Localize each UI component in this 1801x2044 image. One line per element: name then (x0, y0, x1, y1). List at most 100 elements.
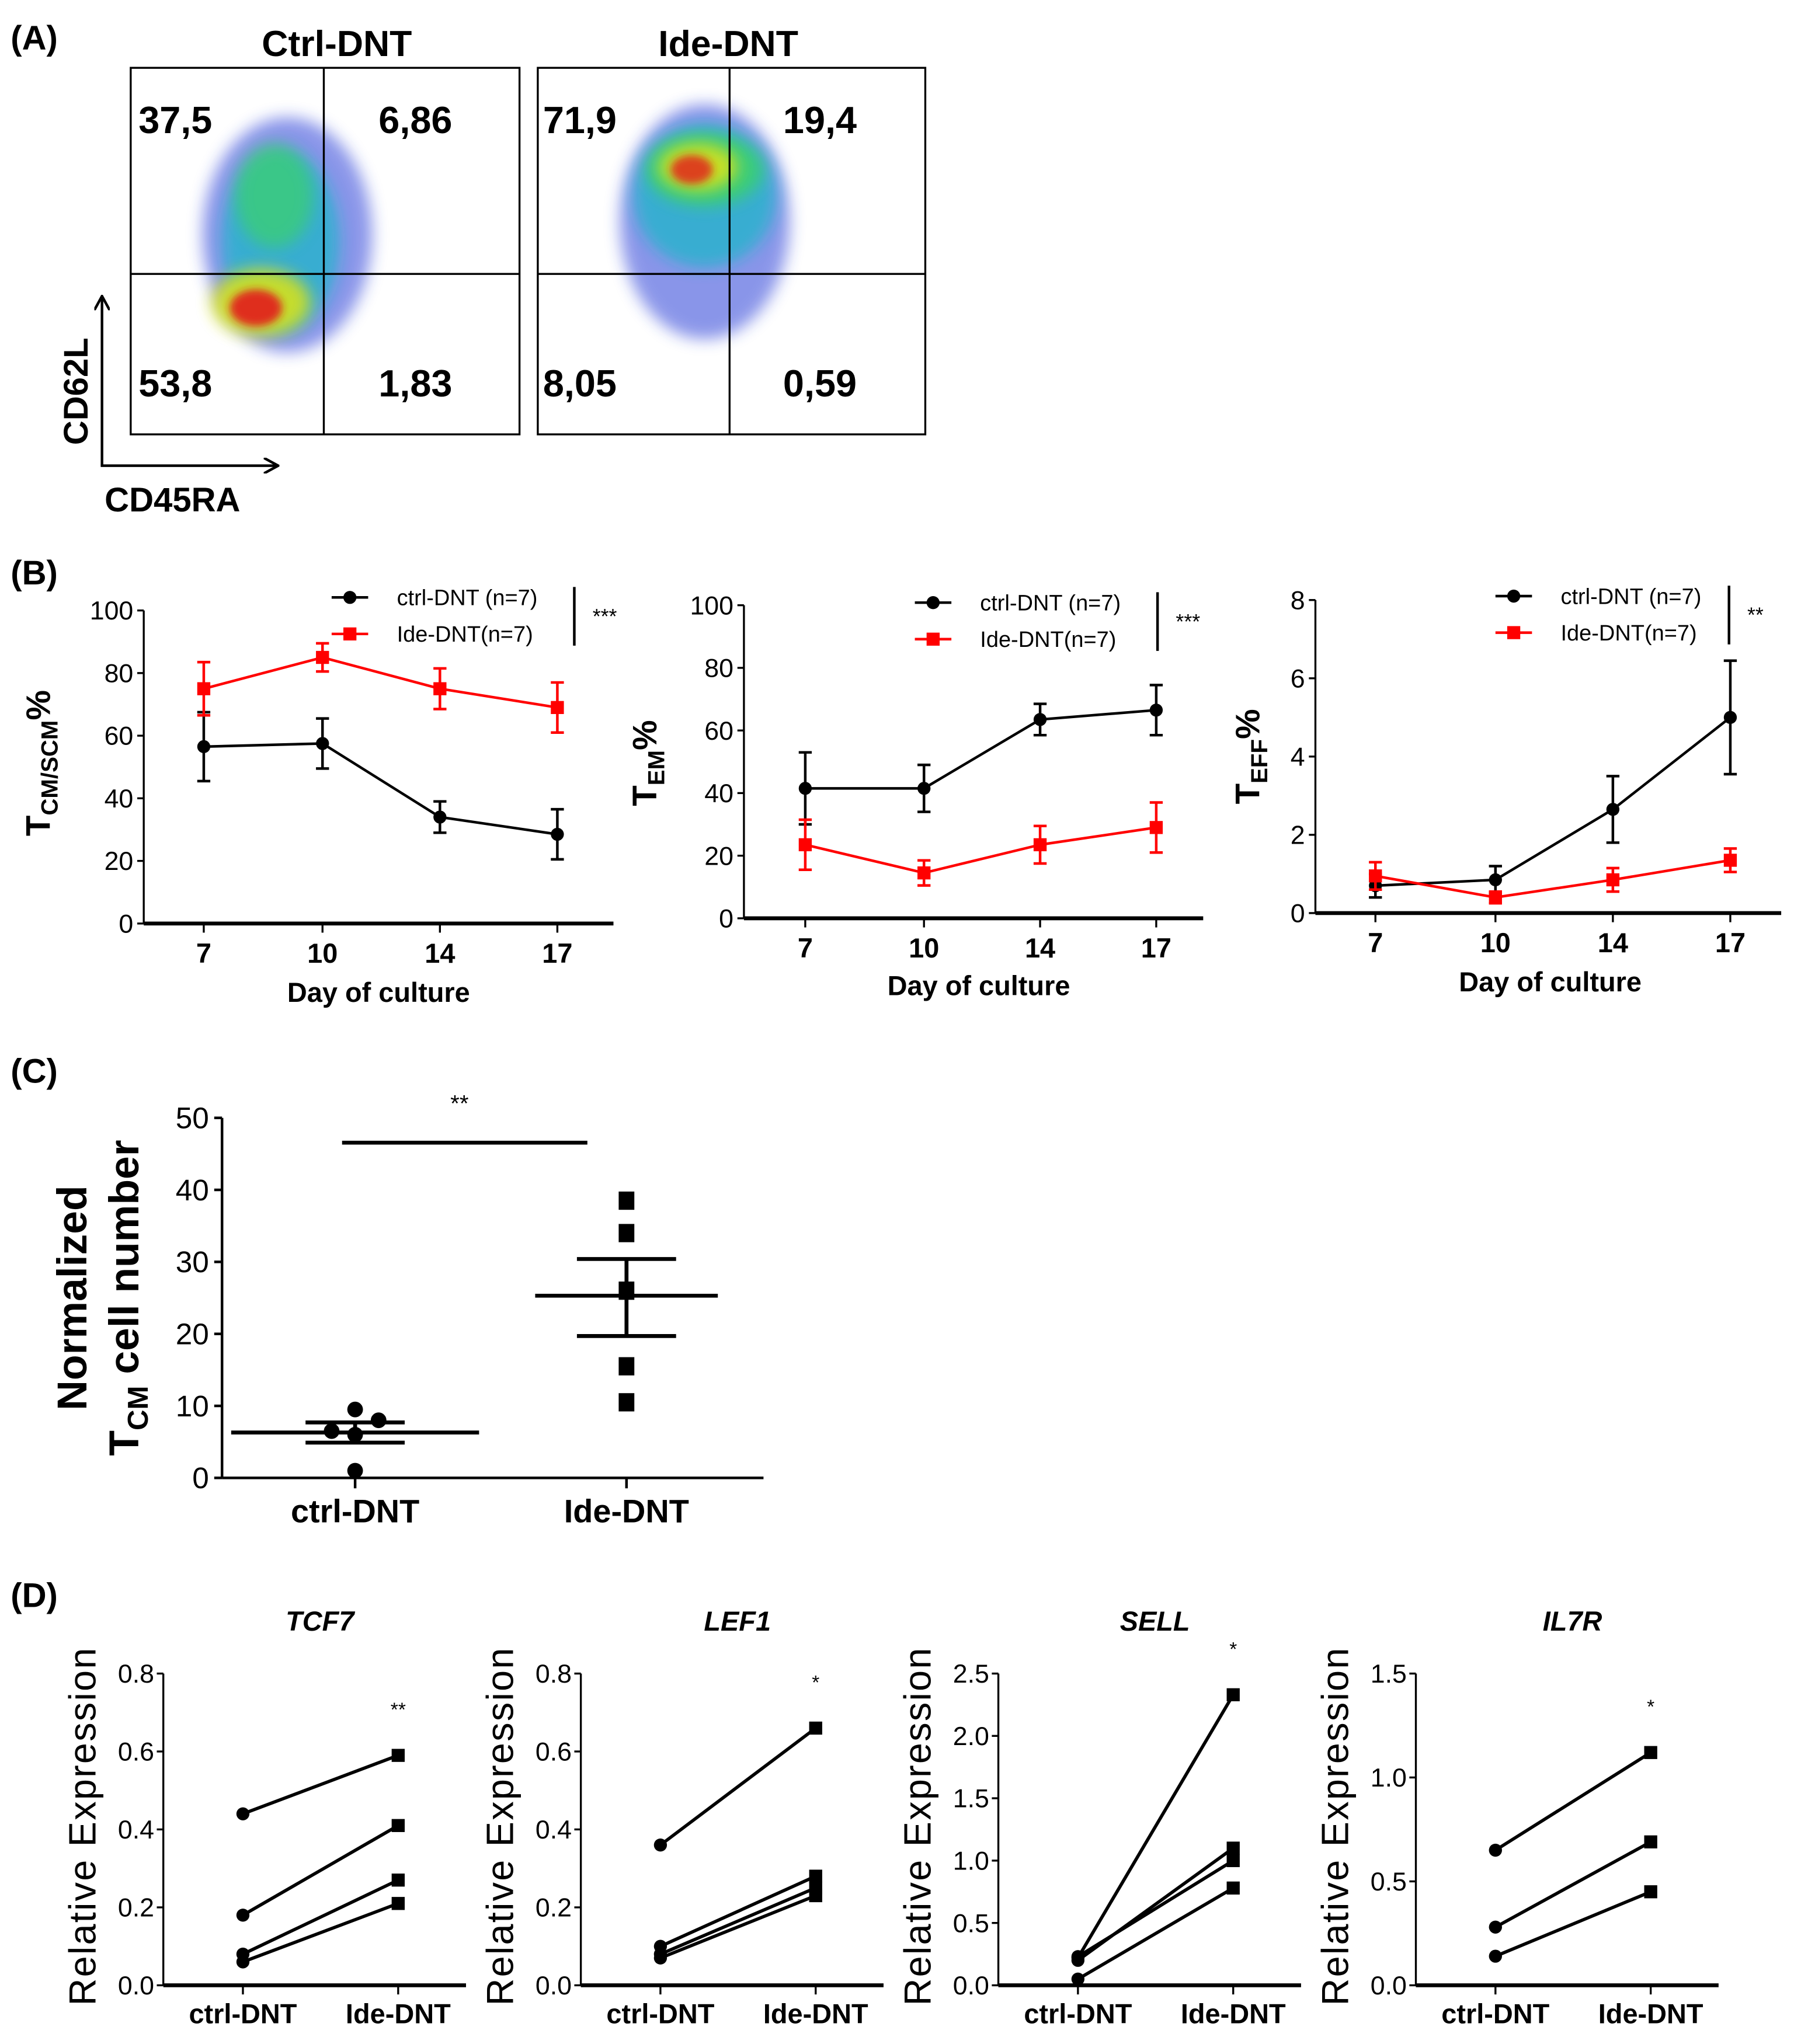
x-tick-label: Ide-DNT (1181, 1998, 1286, 2029)
data-point (618, 1224, 635, 1242)
pair-line (1494, 1751, 1652, 1852)
pair-line (659, 1726, 817, 1847)
series-line (203, 742, 558, 836)
legend-label: ctrl-DNT (n=7) (397, 586, 538, 611)
y-tick-label: 0.4 (118, 1816, 154, 1844)
x-tick-label: 7 (798, 933, 813, 963)
line-chart-b2: 0 20 40 60 80 100 7 10 14 17 Day of culture TEM% ctr… (626, 591, 1204, 1001)
flow-plot-ctrl: Ctrl-DNT 37,5 6,86 53,8 1,83 (130, 23, 521, 436)
ctrl-point (236, 1955, 250, 1969)
series-ctrl (798, 684, 1163, 826)
data-point (618, 1393, 635, 1412)
y-tick-label: 80 (105, 659, 134, 688)
y-tick-label: 0.8 (118, 1660, 154, 1688)
flow-title: Ide-DNT (658, 23, 798, 64)
data-point (1606, 873, 1620, 887)
y-tick-label: 0 (719, 905, 733, 934)
y-tick-label: 30 (176, 1245, 209, 1279)
y-label-main: T (1229, 784, 1267, 804)
legend-marker (926, 596, 940, 610)
density-cloud (620, 104, 790, 339)
pair-line (1077, 1886, 1235, 1981)
legend-marker (1507, 589, 1521, 603)
x-tick-label: Ide-DNT (346, 1998, 451, 2029)
series-line (1375, 859, 1731, 899)
x-tick-label: ctrl-DNT (189, 1998, 297, 2029)
series-ide (798, 801, 1163, 887)
legend-marker (343, 591, 357, 604)
y-tick-label: 8 (1291, 586, 1305, 615)
data-point (1489, 890, 1502, 904)
y-tick-label: 0 (119, 910, 133, 938)
y-tick-label: 0.6 (118, 1738, 154, 1767)
pair-line (242, 1754, 399, 1816)
paired-chart-tcf7: 0.0 0.2 0.4 0.6 0.8 ctrl-DNT Ide-DNT TCF7 Relati… (61, 1606, 467, 2029)
y-label-sub: CM (123, 1386, 154, 1430)
y-tick-label: 0.4 (536, 1816, 572, 1844)
legend-label: ctrl-DNT (n=7) (1561, 584, 1702, 609)
y-tick-label: 0.5 (1371, 1868, 1407, 1896)
y-tick-label: 0.2 (118, 1894, 154, 1923)
data-point (1606, 803, 1620, 816)
paired-sample (653, 1889, 822, 1965)
y-tick-label: 0.0 (1371, 1972, 1407, 2000)
y-axis-label: Relative Expression (478, 1646, 521, 2005)
panel-label-a: (A) (11, 19, 58, 57)
line-chart-b1: 0 20 40 60 80 100 7 10 14 17 Day of culture TCM/SCM… (19, 586, 617, 1008)
series-ide (197, 642, 564, 734)
ide-point (391, 1897, 405, 1910)
x-tick-label: 10 (909, 933, 939, 963)
y-tick-label: 60 (704, 717, 733, 746)
pair-line (242, 1878, 399, 1956)
ide-point (391, 1819, 405, 1832)
x-tick-label: 17 (542, 938, 572, 969)
panel-label-c: (C) (11, 1052, 58, 1090)
data-point (1489, 873, 1502, 887)
ctrl-point (1489, 1949, 1502, 1963)
pair-line (659, 1875, 816, 1948)
data-point (618, 1357, 635, 1376)
y-axis-label-line2: TCM cell number (101, 1140, 154, 1455)
significance-stars: *** (1176, 610, 1200, 633)
y-axis-label: TEM% (626, 720, 669, 806)
data-point (347, 1463, 363, 1479)
data-point (433, 682, 447, 695)
x-axis-label: CD45RA (105, 481, 240, 519)
series-ide (1369, 847, 1737, 905)
flow-axes: CD62L CD45RA (57, 297, 277, 519)
paired-sample (236, 1749, 405, 1820)
data-point (1149, 821, 1163, 834)
y-tick-label: 50 (176, 1101, 209, 1135)
significance-stars: ** (1747, 604, 1764, 627)
data-point (370, 1412, 387, 1429)
quadrant-lr: 0,59 (783, 362, 857, 405)
y-label-suffix: % (626, 720, 664, 750)
y-label-sub: EFF (1246, 739, 1272, 784)
data-point (798, 838, 812, 852)
y-label-suffix: % (19, 690, 57, 720)
y-tick-label: 1.5 (1371, 1660, 1407, 1688)
ide-point (391, 1874, 405, 1887)
y-tick-label: 20 (704, 842, 733, 870)
y-tick-label: 10 (176, 1389, 209, 1423)
significance-stars: ** (450, 1091, 469, 1117)
legend-label: ctrl-DNT (n=7) (980, 591, 1121, 616)
legend-marker (343, 627, 357, 640)
y-axis-label-line1: Normalized (49, 1185, 96, 1410)
y-tick-label: 20 (105, 847, 134, 876)
y-axis-label: Relative Expression (896, 1646, 938, 2005)
pair-line (1494, 1840, 1652, 1929)
chart-title: TCF7 (286, 1606, 355, 1636)
significance-stars: * (1229, 1639, 1237, 1660)
data-point (1369, 869, 1382, 883)
significance-stars: * (812, 1672, 819, 1694)
y-tick-label: 4 (1291, 743, 1305, 771)
x-tick-label: Ide-DNT (763, 1998, 868, 2029)
ide-point (1226, 1841, 1240, 1855)
pair-line (1076, 1694, 1235, 1959)
x-tick-label: 10 (307, 938, 338, 969)
paired-sample (1489, 1885, 1657, 1963)
paired-sample (1071, 1881, 1240, 1986)
paired-chart-lef1: 0.0 0.2 0.4 0.6 0.8 ctrl-DNT Ide-DNT LEF1 Relati… (478, 1606, 884, 2029)
